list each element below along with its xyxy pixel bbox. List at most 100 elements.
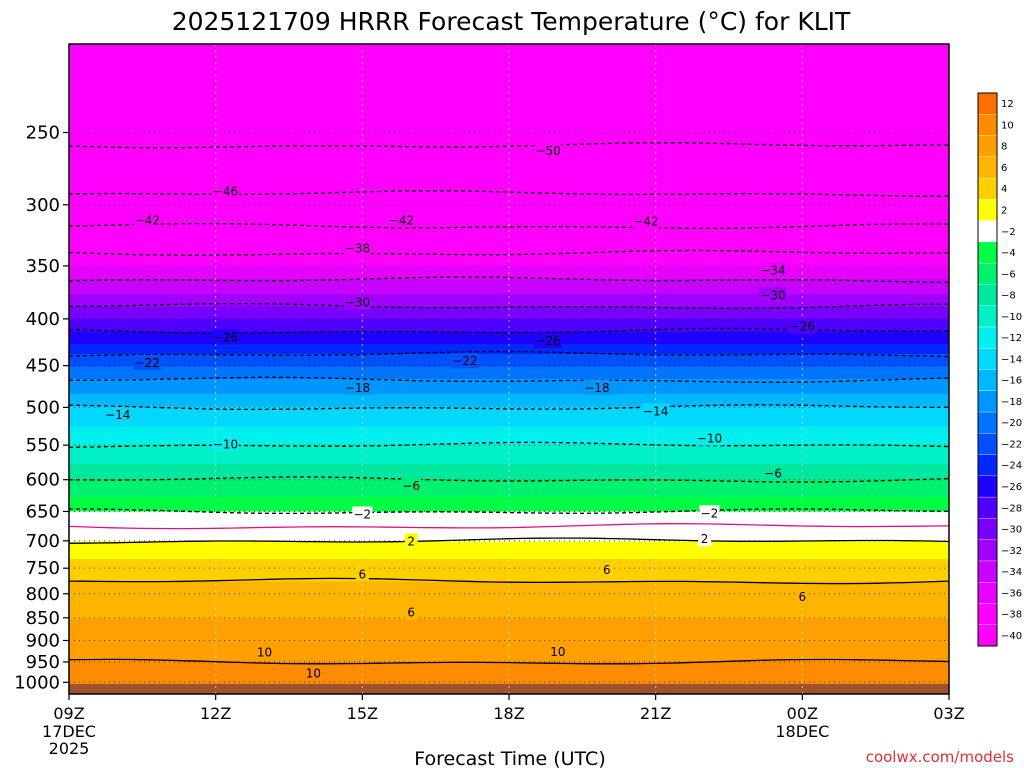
temperature-band <box>69 411 949 415</box>
contour-line <box>69 658 949 665</box>
temperature-band <box>69 239 949 243</box>
temperature-band <box>69 386 949 390</box>
contour-label-bg <box>254 644 275 660</box>
contour-label-bg <box>695 430 723 446</box>
temperature-band <box>69 356 949 360</box>
contour-label: −14 <box>104 407 132 423</box>
contour-label-bg <box>547 643 568 659</box>
temperature-band <box>69 189 949 193</box>
contour-label-text: −30 <box>345 296 370 310</box>
temperature-band <box>69 316 949 320</box>
contour-label: −14 <box>642 403 670 419</box>
temperature-band <box>69 496 949 500</box>
temperature-band <box>69 304 949 308</box>
colorbar: 12 10 8 6 4 2 −2 −4 −6 −8 −10 −12 −14 −16 −18 −20 −22 −24… <box>977 92 1022 647</box>
temperature-band <box>69 476 949 480</box>
contour-label-bg <box>795 589 809 605</box>
colorbar-swatch <box>977 624 998 647</box>
temperature-band <box>69 51 949 55</box>
colorbar-label: −8 <box>1001 291 1016 302</box>
contour-label: 2 <box>404 533 418 549</box>
colorbar-label: −2 <box>1001 227 1016 238</box>
colorbar-label: −6 <box>1001 269 1016 280</box>
colorbar-label: −22 <box>1001 439 1022 450</box>
contour-line <box>69 523 949 530</box>
colorbar-swatch <box>977 199 998 222</box>
temperature-band <box>69 406 949 410</box>
temperature-band <box>69 389 949 393</box>
contour-label: −34 <box>759 262 787 278</box>
contour-label: −26 <box>211 329 239 345</box>
contour-label-bg <box>404 533 418 549</box>
contour-label-bg <box>343 240 371 256</box>
contour-label-text: −6 <box>402 479 420 493</box>
contour-label: 10 <box>254 644 275 660</box>
colorbar-swatch <box>977 326 998 349</box>
contour-label-text: 10 <box>306 666 321 680</box>
temperature-band <box>69 441 949 445</box>
temperature-band <box>69 564 949 568</box>
colorbar-label: 12 <box>1001 99 1014 110</box>
temperature-band <box>69 59 949 63</box>
colorbar-label: −12 <box>1001 333 1022 344</box>
contour-label: −46 <box>211 183 239 199</box>
colorbar-label: −4 <box>1001 248 1016 259</box>
contour-label-bg <box>600 561 614 577</box>
colorbar-swatch <box>977 177 998 201</box>
temperature-band <box>69 234 949 238</box>
y-tick-label: 300 <box>26 195 60 216</box>
temperature-band <box>69 416 949 420</box>
contour-lines <box>69 142 949 665</box>
temperature-band <box>69 586 949 590</box>
temperature-band <box>69 369 949 373</box>
contour-label: −42 <box>133 212 161 228</box>
contour-label: −6 <box>763 465 783 481</box>
temperature-band <box>69 579 949 583</box>
temperature-band <box>69 676 949 680</box>
contour-label-bg <box>759 262 787 278</box>
contour-label-text: −10 <box>697 432 722 446</box>
temperature-band <box>69 534 949 538</box>
temperature-band <box>69 256 949 260</box>
temperature-band <box>69 46 949 50</box>
colorbar-label: −26 <box>1001 482 1022 493</box>
colorbar-swatch <box>977 348 998 371</box>
contour-label-bg <box>404 604 418 620</box>
temperature-band <box>69 56 949 60</box>
colorbar-label: −24 <box>1001 461 1022 472</box>
x-tick-label: 09Z <box>53 704 84 723</box>
temperature-band <box>69 149 949 153</box>
contour-label-text: −26 <box>535 334 560 348</box>
colorbar-swatch <box>977 262 998 286</box>
temperature-band <box>69 591 949 595</box>
y-tick-label: 800 <box>26 584 60 605</box>
contour-label-bg <box>343 294 371 310</box>
contour-label: −10 <box>211 436 239 452</box>
contour-label-text: −38 <box>345 242 370 256</box>
contour-label: −42 <box>632 213 660 229</box>
temperature-band <box>69 446 949 450</box>
colorbar-label: −32 <box>1001 546 1022 557</box>
contour-label-text: −22 <box>452 354 477 368</box>
temperature-band <box>69 299 949 303</box>
temperature-band <box>69 436 949 440</box>
temperature-band <box>69 76 949 80</box>
temperature-band <box>69 506 949 510</box>
contour-label-text: −10 <box>213 437 238 451</box>
y-tick-label: 500 <box>26 397 60 418</box>
temperature-band <box>69 166 949 170</box>
temperature-band <box>69 681 949 685</box>
temperature-band <box>69 561 949 565</box>
temperature-band <box>69 244 949 248</box>
colorbar-label: −38 <box>1001 610 1022 621</box>
colorbar-swatch <box>977 560 998 583</box>
colorbar-swatch <box>977 496 998 520</box>
colorbar-swatch <box>977 241 998 264</box>
contour-label-text: −18 <box>584 381 609 395</box>
contour-label: 2 <box>698 531 712 547</box>
temperature-band <box>69 154 949 158</box>
temperature-band <box>69 204 949 208</box>
contour-label-text: 6 <box>359 567 367 581</box>
temperature-band <box>69 394 949 398</box>
contour-label-text: −42 <box>389 213 414 227</box>
